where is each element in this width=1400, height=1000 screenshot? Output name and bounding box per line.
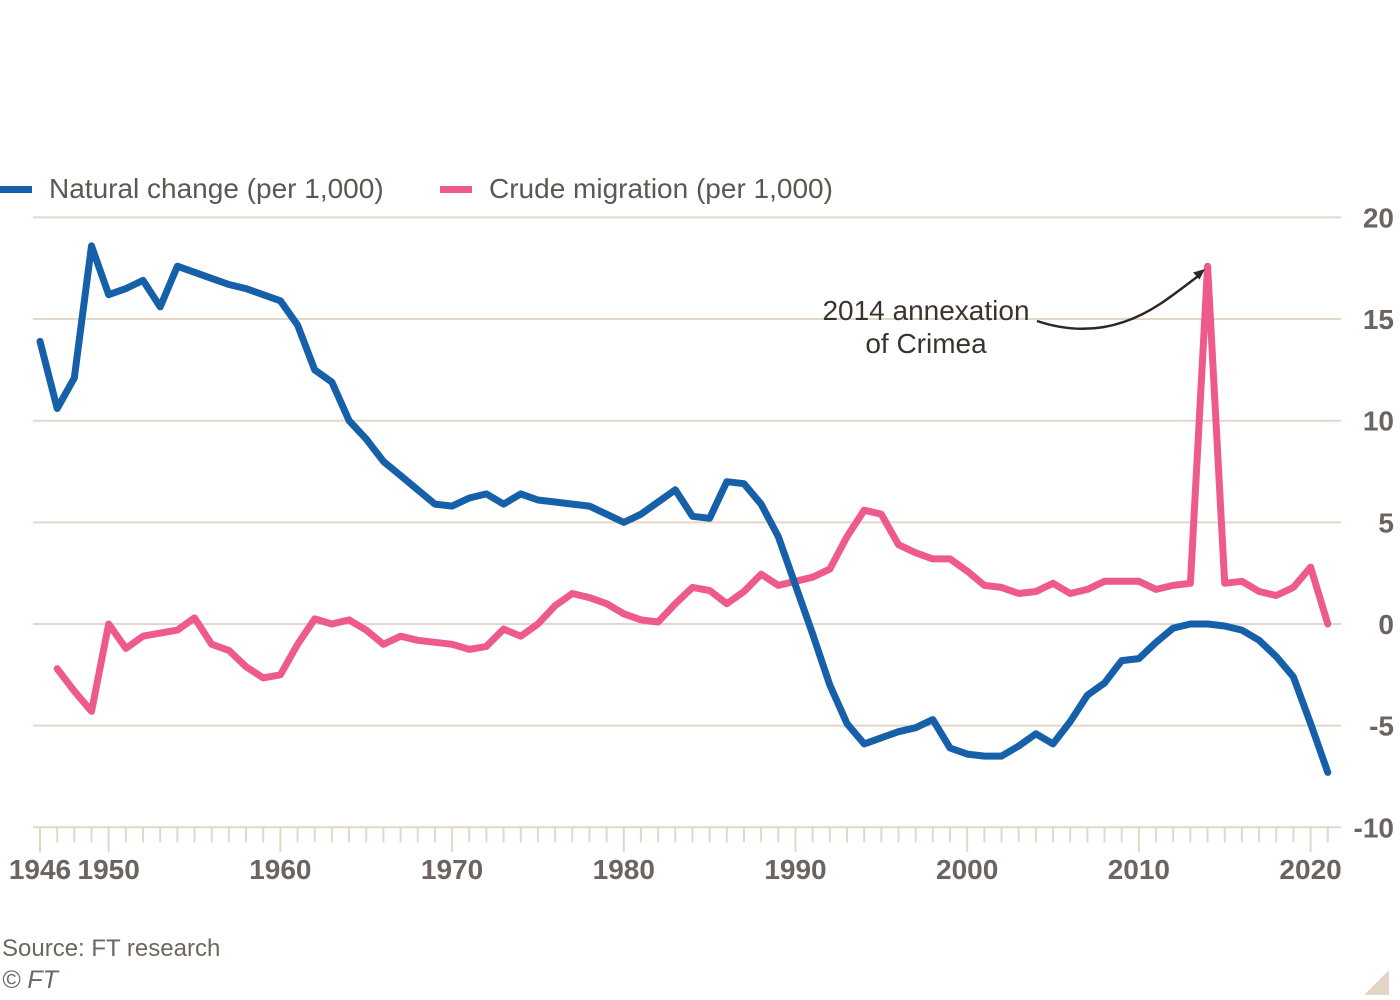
y-tick-label: 0 bbox=[1378, 609, 1394, 640]
y-tick-label: 20 bbox=[1363, 202, 1394, 233]
annotation-2014-annexation: 2014 annexation of Crimea bbox=[776, 294, 1076, 360]
x-tick-label: 1960 bbox=[249, 854, 311, 885]
legend-item-natural-change: Natural change (per 1,000) bbox=[0, 173, 384, 204]
x-tick-label: 1980 bbox=[593, 854, 655, 885]
source-note: Source: FT research bbox=[2, 935, 221, 962]
legend-label: Natural change (per 1,000) bbox=[49, 173, 384, 204]
y-tick-label: 15 bbox=[1363, 304, 1394, 335]
y-tick-label: 10 bbox=[1363, 406, 1394, 437]
legend-swatch-natural-change-icon bbox=[0, 185, 32, 193]
legend-item-crude-migration: Crude migration (per 1,000) bbox=[440, 173, 833, 204]
y-tick-label: -10 bbox=[1354, 812, 1394, 843]
legend-swatch-crude-migration-icon bbox=[440, 185, 472, 193]
y-tick-label: -5 bbox=[1369, 711, 1394, 742]
x-tick-label: 1970 bbox=[421, 854, 483, 885]
legend-label: Crude migration (per 1,000) bbox=[489, 173, 833, 204]
x-tick-label: 2020 bbox=[1279, 854, 1341, 885]
x-tick-label: 1990 bbox=[764, 854, 826, 885]
annotation-line-2: of Crimea bbox=[865, 328, 987, 359]
x-tick-label: 1950 bbox=[78, 854, 140, 885]
y-tick-label: 5 bbox=[1378, 507, 1394, 538]
annotation-callout-arrowhead-icon bbox=[1193, 269, 1205, 280]
annotation-line-1: 2014 annexation bbox=[822, 295, 1030, 326]
series-line-crude-migration bbox=[53, 262, 1332, 715]
copyright-note: © FT bbox=[2, 966, 58, 994]
x-tick-label: 2010 bbox=[1108, 854, 1170, 885]
corner-resize-triangle-icon bbox=[1364, 970, 1389, 995]
x-tick-label: 1946 bbox=[9, 854, 71, 885]
annotation-callout-line bbox=[1036, 272, 1202, 331]
series-line-natural-change bbox=[36, 242, 1332, 776]
x-tick-label: 2000 bbox=[936, 854, 998, 885]
